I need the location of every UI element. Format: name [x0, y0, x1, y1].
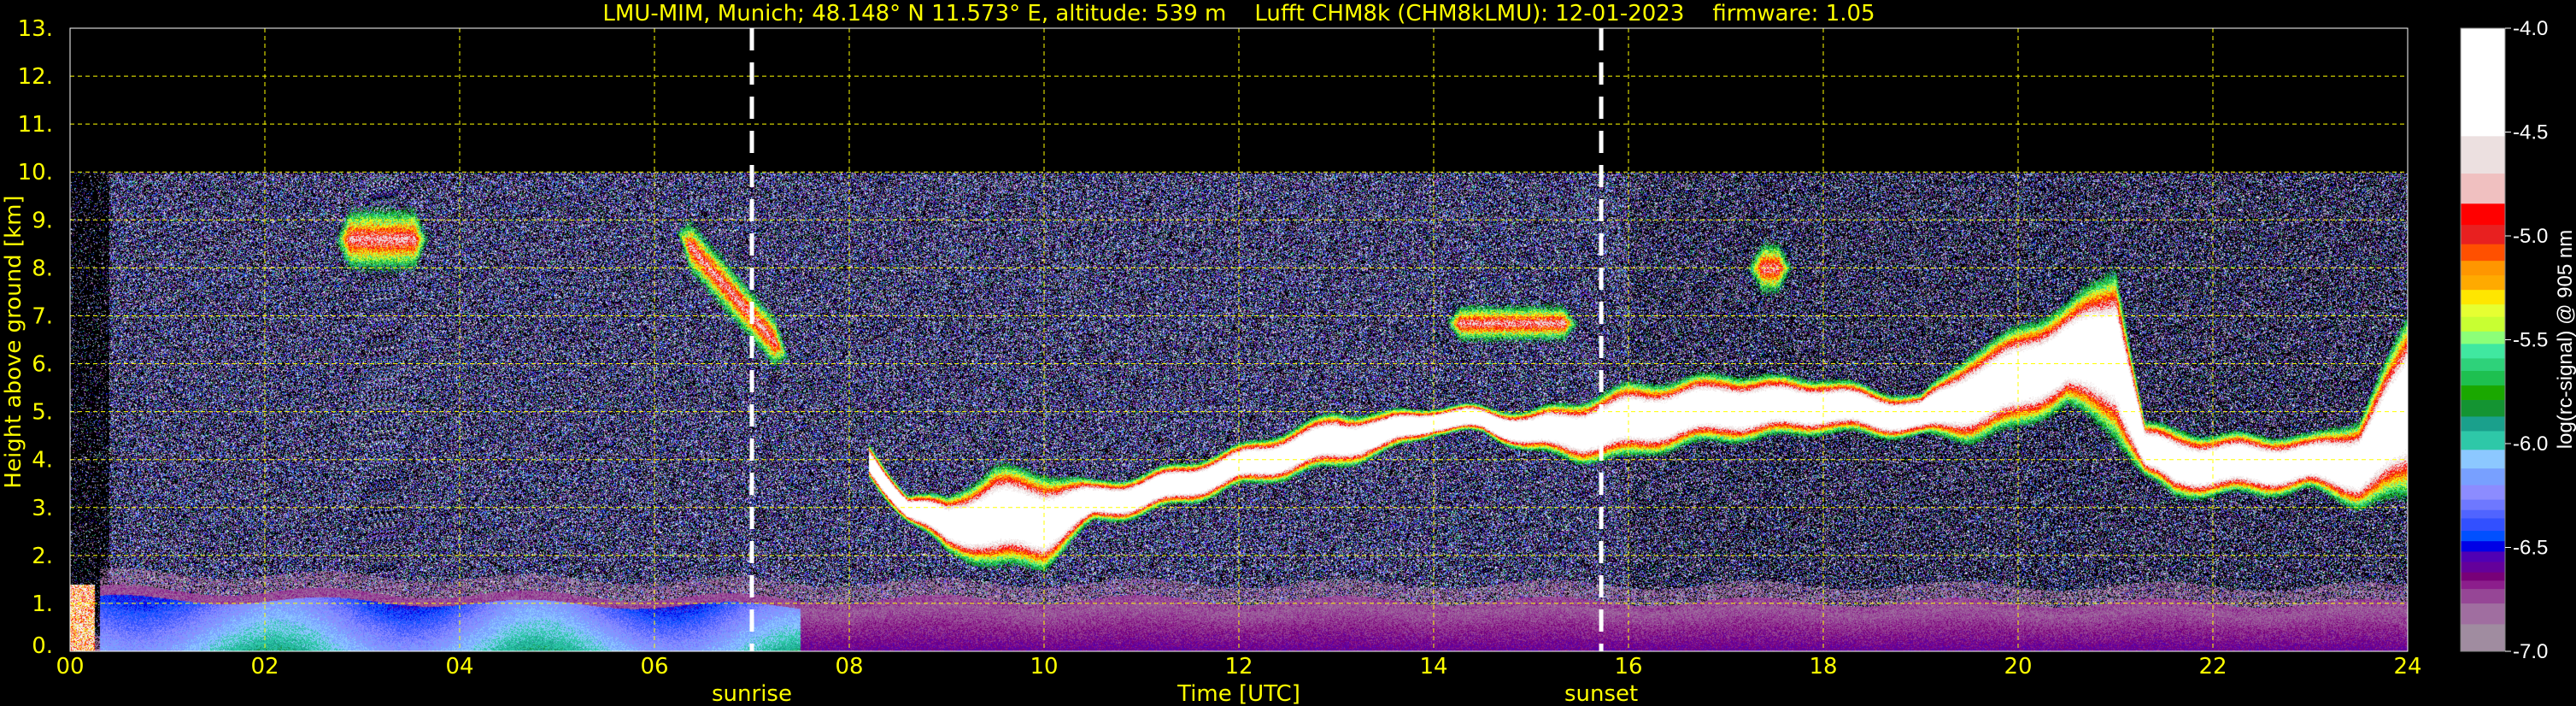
colorbar-segment: [2461, 225, 2505, 245]
x-tick-label: 20: [2004, 654, 2032, 680]
y-tick-label: 1.: [32, 591, 53, 617]
colorbar-segment: [2461, 531, 2505, 542]
sunset-label: sunset: [1564, 681, 1638, 706]
colorbar-segment: [2461, 518, 2505, 532]
colorbar-segment: [2461, 416, 2505, 432]
colorbar-ticks: -4.0 -4.5 -5.0 -5.5 -6.0 -6.5 -7.0: [2505, 17, 2548, 663]
x-tick-label: 08: [835, 654, 863, 680]
colorbar-segment: [2461, 541, 2505, 552]
colorbar-segment: [2461, 551, 2505, 563]
colorbar-tick-label: -5.5: [2513, 329, 2548, 352]
colorbar-tick-label: -4.5: [2513, 121, 2548, 144]
colorbar: [2460, 27, 2506, 652]
colorbar-segment: [2461, 385, 2505, 401]
x-tick-label: 22: [2198, 654, 2227, 680]
sunrise-label: sunrise: [712, 681, 792, 706]
colorbar-tick-label: -6.0: [2513, 432, 2548, 456]
y-tick-label: 8.: [32, 256, 53, 281]
x-tick-label: 16: [1614, 654, 1642, 680]
x-tick-label: 10: [1030, 654, 1058, 680]
y-axis-ticks: 0. 1. 2. 3. 4. 5. 6. 7. 8. 9. 10. 11. 12. 13.: [18, 16, 53, 659]
colorbar-tick-label: -6.5: [2513, 537, 2548, 560]
colorbar-segment: [2461, 624, 2505, 652]
colorbar-segment: [2461, 499, 2505, 511]
colorbar-segment: [2461, 275, 2505, 291]
colorbar-segment: [2461, 431, 2505, 450]
plot-frame: [69, 27, 2409, 652]
colorbar-segment: [2461, 358, 2505, 372]
colorbar-segment: [2461, 316, 2505, 332]
colorbar-segment: [2461, 304, 2505, 318]
colorbar-segment: [2461, 244, 2505, 262]
colorbar-segment: [2461, 261, 2505, 276]
colorbar-segment: [2461, 399, 2505, 417]
colorbar-segment: [2461, 203, 2505, 226]
colorbar-segment: [2461, 603, 2505, 625]
x-axis-label: Time [UTC]: [1177, 681, 1300, 706]
y-tick-label: 12.: [18, 64, 53, 90]
x-axis-ticks: 00 02 04 06 08 10 12 14 16 18 20 22 24: [56, 654, 2421, 680]
colorbar-segment: [2461, 572, 2505, 581]
y-tick-label: 3.: [32, 496, 53, 521]
y-tick-label: 0.: [32, 633, 53, 659]
x-tick-label: 24: [2393, 654, 2421, 680]
colorbar-segment: [2461, 290, 2505, 305]
colorbar-segment: [2461, 468, 2505, 486]
x-tick-label: 00: [56, 654, 84, 680]
y-tick-label: 13.: [18, 16, 53, 42]
y-tick-label: 2.: [32, 544, 53, 569]
x-tick-label: 02: [250, 654, 279, 680]
x-tick-label: 12: [1224, 654, 1253, 680]
colorbar-segment: [2461, 28, 2505, 137]
colorbar-segment: [2461, 485, 2505, 501]
colorbar-segment: [2461, 136, 2505, 174]
y-tick-label: 7.: [32, 303, 53, 329]
colorbar-segment: [2461, 344, 2505, 359]
chart-title: LMU-MIM, Munich; 48.148° N 11.573° E, al…: [602, 1, 1875, 26]
colorbar-tick-label: -4.0: [2513, 17, 2548, 40]
y-tick-label: 10.: [18, 160, 53, 185]
colorbar-label: log(rc-signal) @ 905 nm: [2554, 230, 2576, 449]
colorbar-segment: [2461, 370, 2505, 386]
x-tick-label: 04: [445, 654, 473, 680]
colorbar-segment: [2461, 174, 2505, 204]
colorbar-segment: [2461, 580, 2505, 590]
y-tick-label: 4.: [32, 448, 53, 474]
y-tick-label: 6.: [32, 352, 53, 378]
colorbar-segment: [2461, 331, 2505, 344]
y-tick-label: 11.: [18, 112, 53, 138]
y-tick-label: 9.: [32, 208, 53, 233]
colorbar-segment: [2461, 562, 2505, 574]
x-tick-label: 14: [1419, 654, 1447, 680]
colorbar-tick-label: -5.0: [2513, 225, 2548, 248]
colorbar-segment: [2461, 589, 2505, 604]
colorbar-segment: [2461, 509, 2505, 519]
x-tick-label: 18: [1809, 654, 1837, 680]
colorbar-tick-label: -7.0: [2513, 640, 2548, 663]
x-tick-label: 06: [640, 654, 668, 680]
sun-annotations: sunrise sunset: [712, 28, 1638, 706]
y-tick-label: 5.: [32, 400, 53, 426]
y-axis-label: Height above ground [km]: [1, 195, 26, 488]
grid: [70, 28, 2408, 651]
colorbar-segment: [2461, 450, 2505, 469]
